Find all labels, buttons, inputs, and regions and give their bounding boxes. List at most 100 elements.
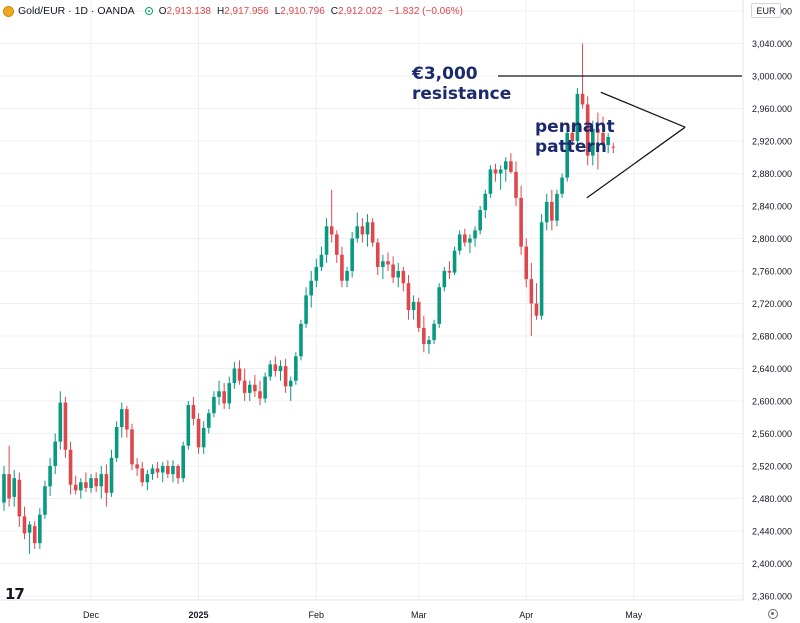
price-tick-label: 2,880.000 — [752, 169, 792, 179]
price-tick-label: 3,040.000 — [752, 39, 792, 49]
candle-body — [591, 128, 595, 156]
candle — [171, 460, 175, 483]
candle-body — [544, 201, 549, 223]
price-tick-label: 2,520.000 — [752, 462, 792, 472]
candle-body — [391, 264, 395, 278]
candle-body — [370, 222, 375, 243]
candle — [570, 124, 575, 146]
resistance-annotation-line2: resistance — [412, 84, 512, 104]
candle — [268, 360, 273, 381]
price-tick-label: 2,600.000 — [752, 397, 792, 407]
candle-body — [201, 427, 206, 448]
candle — [493, 163, 498, 182]
candle — [89, 474, 93, 493]
candle-body — [570, 132, 575, 141]
annotation-drawings — [498, 75, 742, 199]
price-axis: 2,360.000 2,400.000 2,440.000 2,480.000 2,52… — [752, 7, 792, 602]
candle — [48, 457, 52, 497]
candle-body — [119, 409, 124, 427]
candle-body — [365, 222, 370, 235]
candle — [191, 396, 196, 426]
candle-body — [48, 466, 52, 487]
high-label: H — [216, 5, 225, 17]
candle — [283, 358, 288, 393]
candle-body — [145, 474, 150, 483]
candle — [350, 232, 354, 278]
candle — [222, 383, 226, 410]
candle — [263, 372, 267, 403]
candle — [503, 157, 508, 182]
candle — [32, 521, 37, 549]
candle-body — [207, 413, 211, 428]
candle-body — [84, 482, 88, 488]
candle — [611, 142, 616, 154]
candle-body — [606, 136, 610, 146]
candle-body — [422, 327, 426, 345]
candle-body — [309, 280, 313, 296]
candle-body — [258, 391, 262, 399]
candle — [273, 356, 278, 377]
candle-body — [109, 457, 114, 493]
candle-body — [580, 93, 585, 105]
candle-body — [12, 478, 17, 497]
candle-body — [176, 466, 180, 479]
candle-body — [304, 295, 308, 324]
settings-gear-icon[interactable] — [768, 609, 778, 619]
candle — [145, 470, 150, 491]
time-tick-label: Mar — [411, 610, 427, 620]
candle — [253, 375, 257, 397]
candle — [12, 470, 17, 507]
pennant-lower-line — [586, 126, 686, 199]
currency-button[interactable]: EUR — [751, 3, 781, 18]
market-status-icon — [144, 7, 153, 15]
candle — [125, 405, 129, 438]
candle-body — [416, 301, 421, 328]
candle-body — [63, 402, 68, 450]
candle — [539, 214, 544, 320]
candle — [150, 464, 155, 480]
candle — [119, 402, 124, 438]
candlestick-series — [2, 43, 616, 554]
candle — [58, 391, 63, 450]
candle-body — [509, 161, 513, 172]
candle — [365, 214, 370, 247]
candle — [17, 472, 22, 527]
pennant-annotation-line1: pennant — [535, 117, 615, 137]
candle-body — [483, 193, 488, 211]
price-tick-label: 2,800.000 — [752, 234, 792, 244]
candle — [447, 261, 452, 280]
candle — [212, 391, 216, 418]
candle — [27, 521, 32, 554]
candle-body — [160, 466, 165, 473]
time-tick-label: 2025 — [189, 610, 209, 620]
candle-body — [32, 526, 37, 544]
candle-body — [503, 161, 508, 170]
candle — [140, 461, 145, 487]
resistance-annotation: €3,000 resistance — [412, 64, 511, 104]
pennant-annotation: pennant pattern — [535, 117, 615, 157]
candle-body — [529, 279, 534, 304]
candle — [232, 362, 237, 389]
open-label: O — [158, 5, 167, 17]
candle — [427, 336, 431, 354]
price-tick-label: 2,560.000 — [752, 429, 792, 439]
low-value: 2,910.796 — [280, 5, 325, 17]
candle — [329, 189, 334, 243]
candle — [319, 246, 324, 271]
candle — [160, 461, 165, 483]
candle-body — [329, 226, 334, 235]
candle-body — [611, 146, 616, 148]
candle-body — [498, 169, 503, 174]
candle — [304, 287, 308, 328]
candle-body — [575, 93, 580, 141]
low-label: L — [274, 5, 281, 17]
tradingview-logo[interactable]: 17 — [5, 585, 25, 603]
candle — [601, 116, 605, 150]
candle-body — [345, 271, 349, 281]
candle-body — [278, 366, 283, 371]
symbol-label[interactable]: Gold/EUR · 1D · OANDA — [18, 5, 135, 17]
candle-body — [27, 524, 32, 533]
candle — [288, 376, 293, 401]
candle-body — [263, 376, 267, 399]
